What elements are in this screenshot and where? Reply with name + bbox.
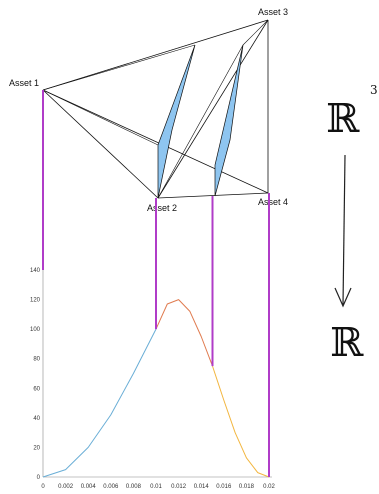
x-tick-label: 0.008 xyxy=(126,484,142,490)
curve-segment-3 xyxy=(212,365,270,478)
simplex-diagram: Asset 1 Asset 2 Asset 3 Asset 4 xyxy=(9,7,288,213)
curve-segment-1 xyxy=(42,328,157,478)
asset4-label: Asset 4 xyxy=(258,197,288,207)
cross-section-2 xyxy=(214,44,244,197)
y-tick-labels: 0 20 40 60 80 100 120 140 xyxy=(30,268,41,481)
codomain-symbol: ℝ xyxy=(330,320,364,366)
slice-edge xyxy=(42,44,196,91)
y-tick-label: 80 xyxy=(33,357,40,363)
domain-exponent: 3 xyxy=(370,83,378,97)
y-tick-label: 140 xyxy=(30,268,41,274)
vertical-lines xyxy=(42,90,270,477)
x-tick-label: 0.02 xyxy=(263,484,275,490)
x-tick-label: 0.002 xyxy=(58,484,74,490)
x-tick-label: 0.016 xyxy=(216,484,232,490)
x-tick-label: 0.006 xyxy=(103,484,119,490)
curve-segment-2 xyxy=(155,299,213,367)
y-tick-label: 60 xyxy=(33,386,40,392)
cross-section-1 xyxy=(157,44,196,199)
curves xyxy=(42,299,270,478)
x-tick-label: 0.018 xyxy=(239,484,255,490)
y-tick-label: 120 xyxy=(30,298,41,304)
y-tick-label: 100 xyxy=(30,327,41,333)
x-tick-label: 0 xyxy=(41,484,45,490)
map-arrow-head xyxy=(334,287,352,308)
density-chart: 0 20 40 60 80 100 120 140 0 0.002 0.004 0.006 0.008… xyxy=(30,90,275,490)
slice-edge xyxy=(157,44,244,199)
x-tick-label: 0.012 xyxy=(171,484,187,490)
map-arrow-shaft xyxy=(342,154,346,306)
x-tick-label: 0.004 xyxy=(81,484,97,490)
domain-symbol: ℝ xyxy=(326,96,360,142)
x-tick-label: 0.014 xyxy=(194,484,210,490)
asset3-label: Asset 3 xyxy=(258,7,288,17)
edge-asset1-asset4 xyxy=(42,89,269,194)
asset1-label: Asset 1 xyxy=(9,78,39,88)
y-tick-label: 40 xyxy=(33,416,40,422)
edge-asset1-asset3 xyxy=(42,19,269,91)
edge-asset1-asset2 xyxy=(42,89,159,199)
y-tick-label: 20 xyxy=(33,445,40,451)
asset2-label: Asset 2 xyxy=(147,203,177,213)
edge-asset2-asset4 xyxy=(157,192,269,199)
x-tick-label: 0.01 xyxy=(150,484,162,490)
slice-edge xyxy=(42,89,159,146)
map-annotation: ℝ 3 ℝ xyxy=(326,83,378,366)
slice-edge xyxy=(242,19,269,46)
y-tick-label: 0 xyxy=(37,475,41,481)
x-tick-labels: 0 0.002 0.004 0.006 0.008 0.01 0.012 0.014 0.016… xyxy=(41,484,275,490)
edge-asset2-asset3 xyxy=(157,19,269,199)
